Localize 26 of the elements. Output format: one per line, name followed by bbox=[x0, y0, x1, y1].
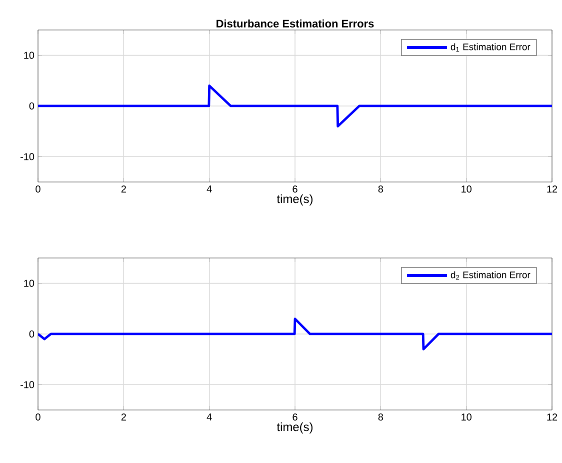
x-axis-title: time(s) bbox=[276, 422, 313, 434]
y-tick-label: -10 bbox=[20, 153, 34, 160]
x-tick-label: 2 bbox=[121, 186, 126, 192]
x-axis-title: time(s) bbox=[276, 194, 313, 206]
y-tick-label: 0 bbox=[29, 102, 34, 110]
line-series bbox=[38, 318, 552, 350]
x-tick-label: 8 bbox=[378, 186, 384, 193]
legend-label: d$_{1}$ Estimation Error bbox=[450, 43, 530, 52]
x-tick-label: 12 bbox=[547, 186, 558, 192]
y-tick-label: -10 bbox=[20, 381, 34, 388]
x-tick-label: 10 bbox=[462, 414, 472, 421]
x-tick-label: 4 bbox=[206, 414, 212, 420]
y-tick-label: 10 bbox=[24, 52, 34, 59]
y-tick-label: 0 bbox=[29, 330, 34, 338]
x-tick-label: 10 bbox=[462, 186, 472, 193]
chart-title: Disturbance Estimation Errors bbox=[216, 19, 374, 28]
x-tick-label: 0 bbox=[36, 414, 40, 421]
x-tick-label: 8 bbox=[378, 414, 384, 421]
x-tick-label: 6 bbox=[292, 414, 298, 421]
x-tick-label: 6 bbox=[292, 186, 298, 193]
legend-label: d$_{2}$ Estimation Error bbox=[450, 271, 530, 280]
x-tick-label: 4 bbox=[206, 186, 212, 192]
y-tick-label: 10 bbox=[24, 280, 34, 287]
x-tick-label: 2 bbox=[121, 414, 126, 420]
x-tick-label: 0 bbox=[36, 186, 40, 193]
x-tick-label: 12 bbox=[547, 414, 558, 420]
